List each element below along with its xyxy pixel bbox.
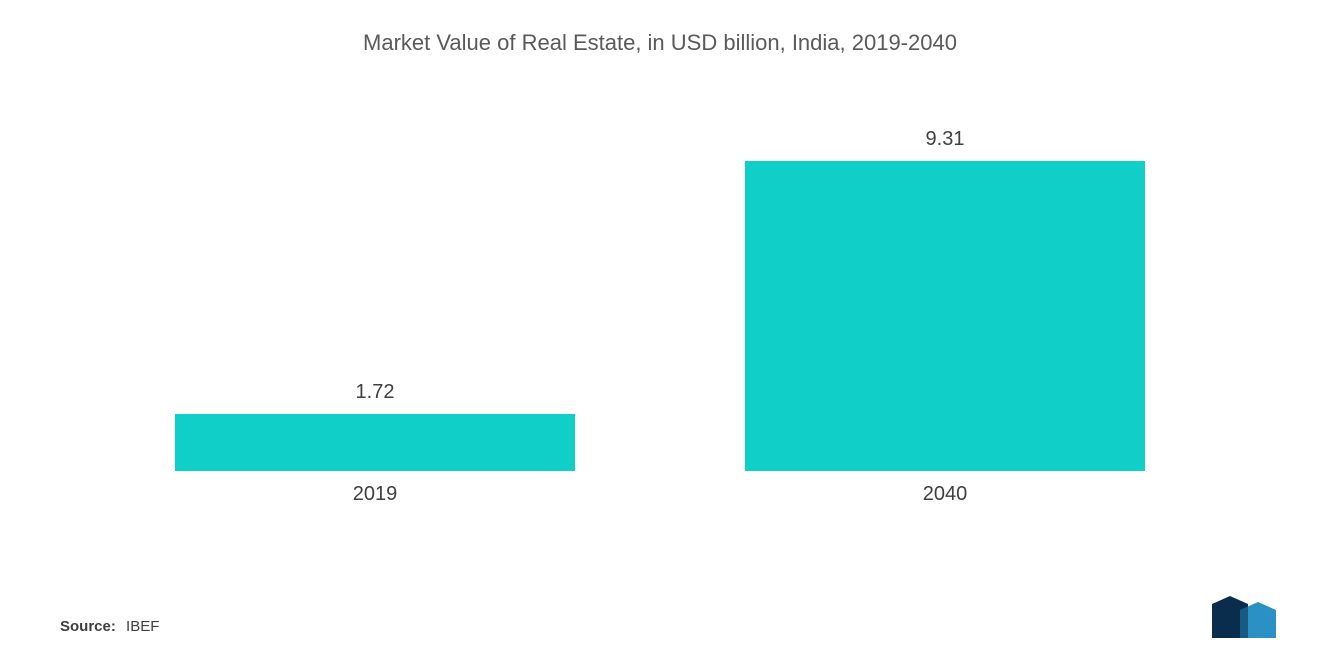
brand-logo-icon [1210, 594, 1280, 645]
chart-container: Market Value of Real Estate, in USD bill… [0, 0, 1320, 665]
source-line: Source: IBEF [60, 618, 159, 635]
source-label: Source: [60, 618, 116, 635]
source-value: IBEF [126, 618, 159, 635]
bar-group-1: 9.31 2040 [745, 128, 1145, 506]
bar-category-1: 2040 [923, 483, 968, 506]
bar-value-0: 1.72 [356, 381, 395, 404]
bar-group-0: 1.72 2019 [175, 381, 575, 506]
bar-value-1: 9.31 [926, 128, 965, 151]
bar-category-0: 2019 [353, 483, 398, 506]
bar-1 [745, 161, 1145, 471]
bar-0 [175, 414, 575, 471]
plot-area: 1.72 2019 9.31 2040 [60, 106, 1260, 506]
chart-title: Market Value of Real Estate, in USD bill… [60, 30, 1260, 56]
